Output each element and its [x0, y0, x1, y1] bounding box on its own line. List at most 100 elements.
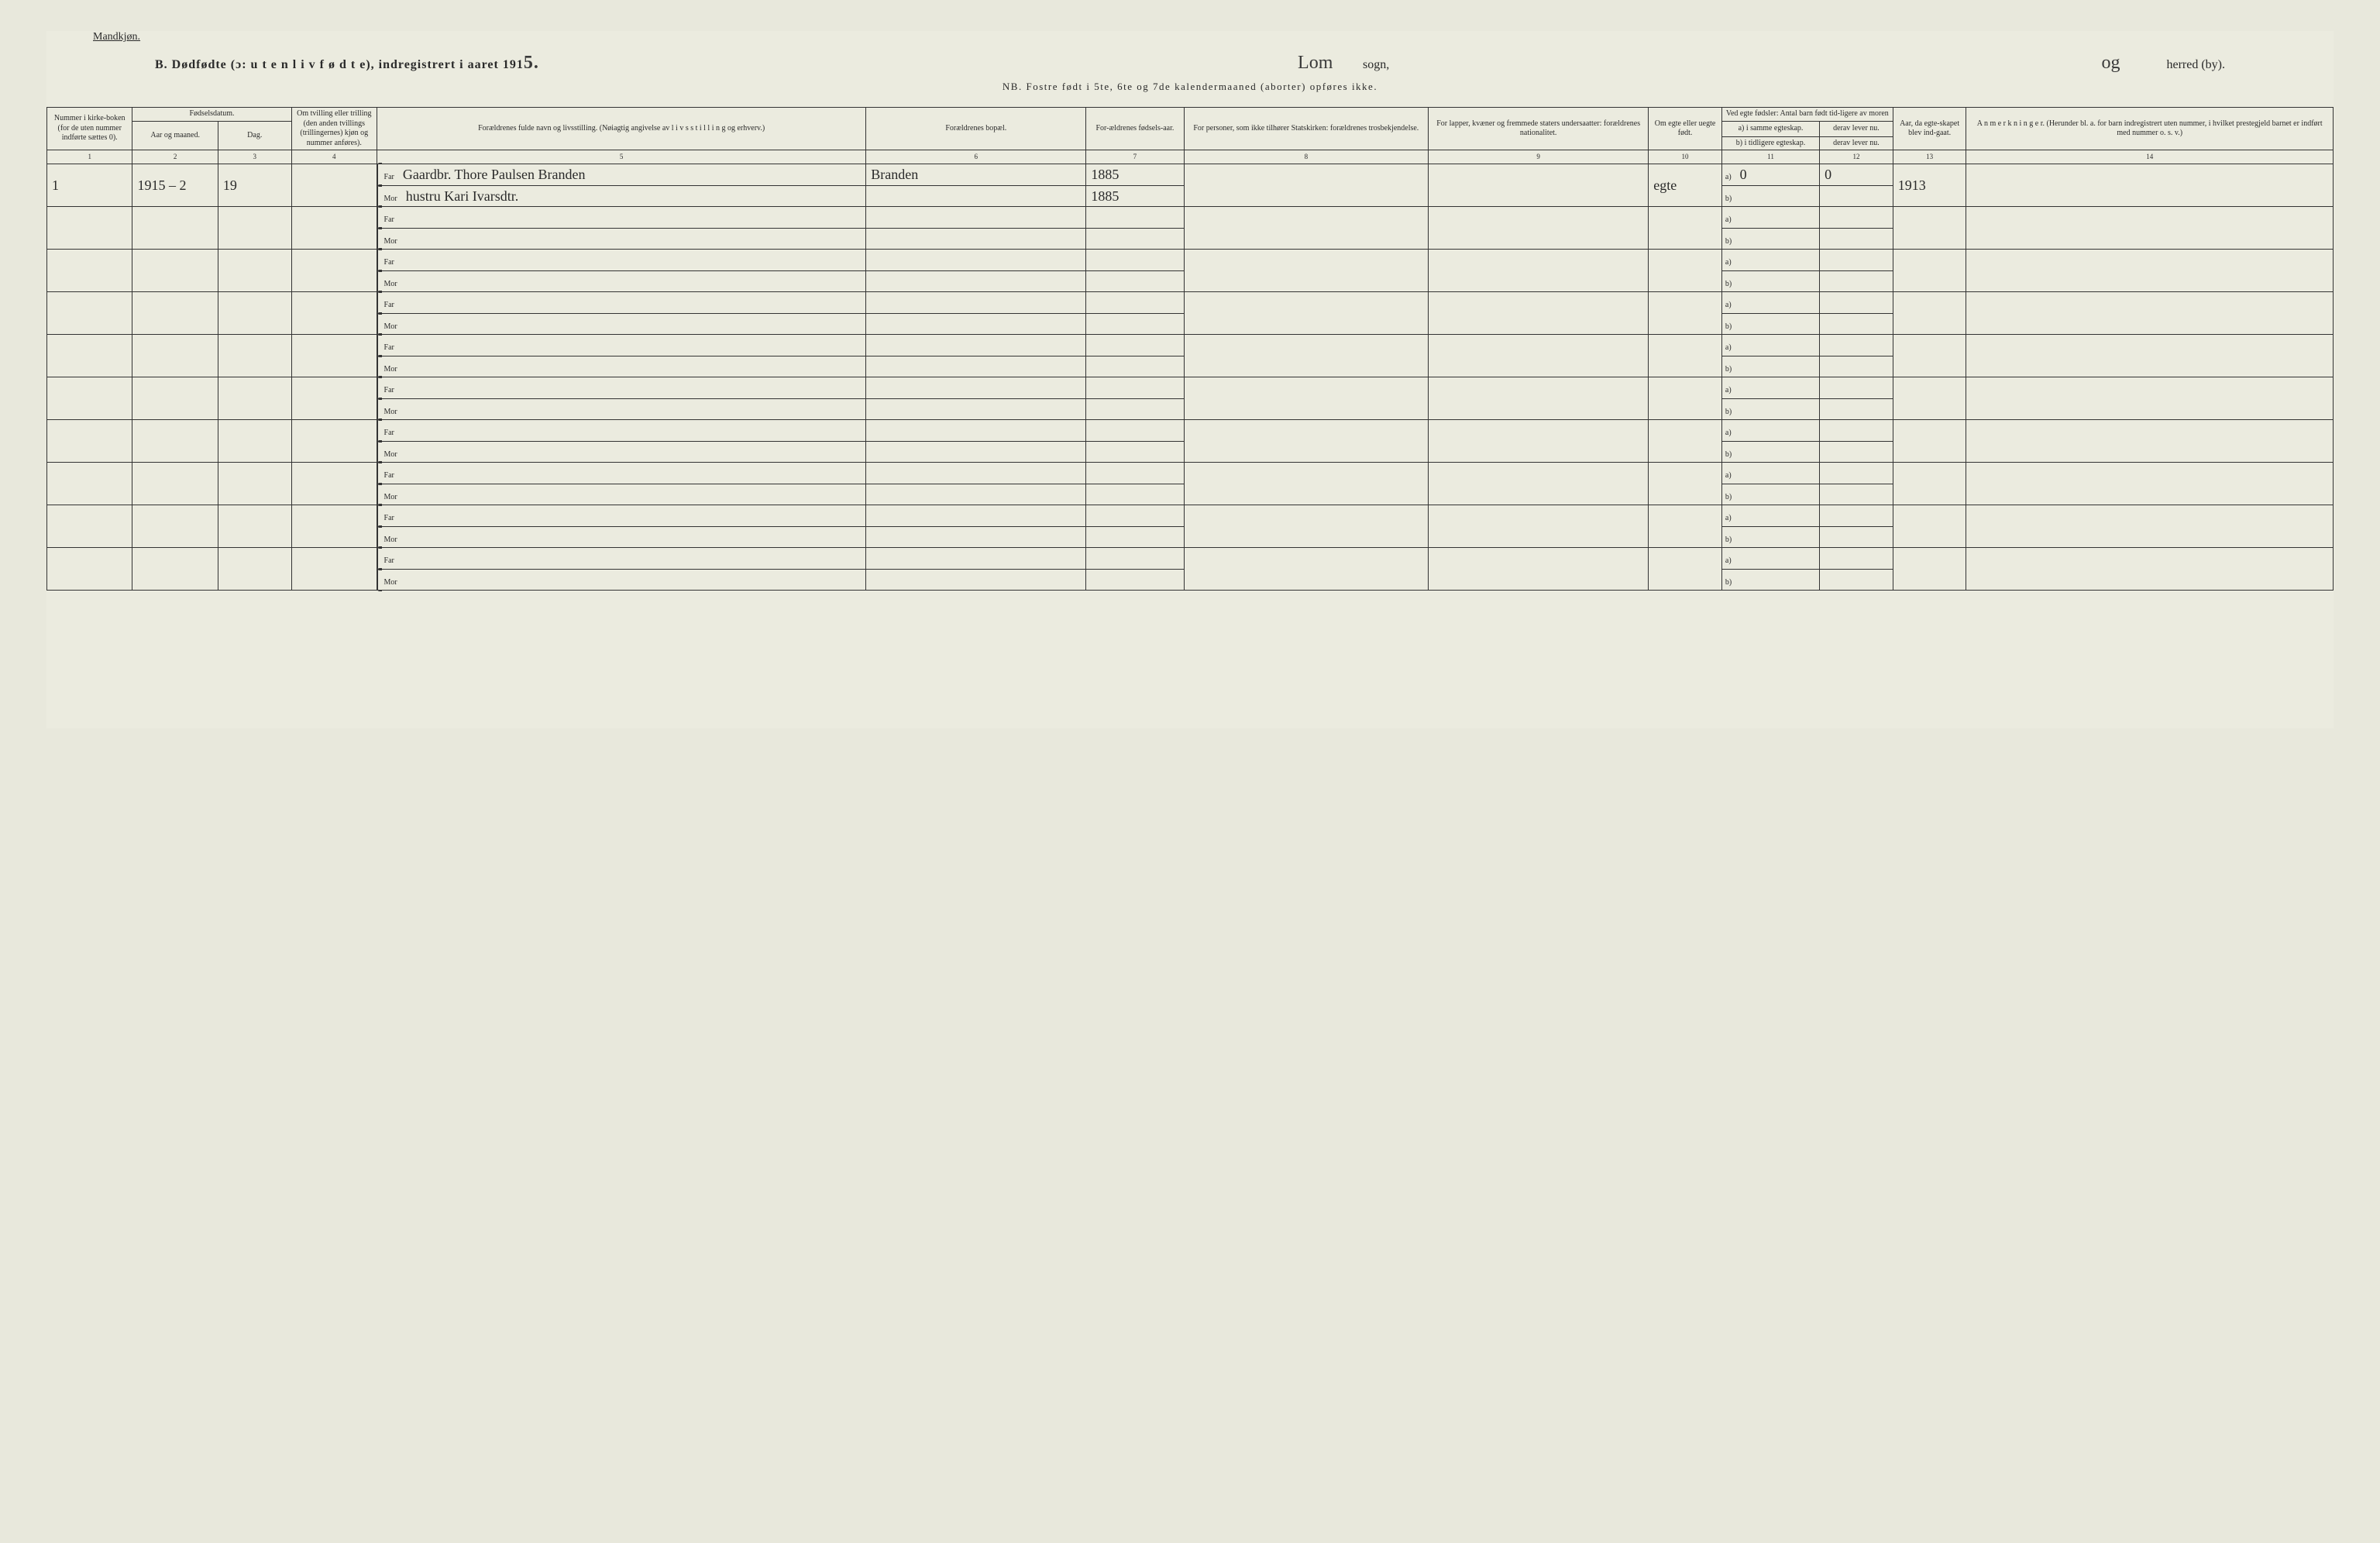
cell-mor-aar — [1086, 313, 1184, 335]
cell-mor-bopel — [866, 441, 1086, 463]
cell-tvilling — [291, 377, 377, 420]
cell-mor-aar — [1086, 398, 1184, 420]
cell-c8 — [1184, 207, 1429, 250]
cell-far-aar — [1086, 420, 1184, 442]
register-table: Nummer i kirke-boken (for de uten nummer… — [46, 107, 2334, 591]
cell-far-aar — [1086, 505, 1184, 527]
cell-anm — [1966, 292, 2334, 335]
cell-tvilling — [291, 292, 377, 335]
cell-tvilling — [291, 548, 377, 591]
cell-b-tidl: b) — [1721, 569, 1819, 591]
cell-c8 — [1184, 250, 1429, 292]
cell-num — [47, 335, 132, 377]
cell-far-aar — [1086, 207, 1184, 229]
cell-dag — [218, 250, 291, 292]
cell-anm — [1966, 420, 2334, 463]
cell-egte — [1649, 335, 1722, 377]
cell-dag — [218, 377, 291, 420]
cell-egte — [1649, 505, 1722, 548]
cell-mor-navn: Mor — [377, 441, 866, 463]
cell-aar-egteskap — [1893, 420, 1966, 463]
cell-num: 1 — [47, 164, 132, 207]
cell-a-lever — [1820, 377, 1893, 399]
cell-far-aar — [1086, 548, 1184, 570]
cell-egte — [1649, 377, 1722, 420]
cell-far-bopel — [866, 335, 1086, 356]
cell-aar-egteskap — [1893, 548, 1966, 591]
cell-aar-mnd — [132, 207, 218, 250]
cell-far-navn: Far — [377, 207, 866, 229]
cell-mor-navn: Mor — [377, 526, 866, 548]
cell-aar-mnd — [132, 335, 218, 377]
cell-mor-aar — [1086, 228, 1184, 250]
cell-a-lever — [1820, 250, 1893, 271]
cell-mor-aar — [1086, 526, 1184, 548]
cell-num — [47, 292, 132, 335]
cell-a-same: a) — [1721, 548, 1819, 570]
cell-far-navn: Far — [377, 505, 866, 527]
cell-aar-egteskap — [1893, 207, 1966, 250]
table-head: Nummer i kirke-boken (for de uten nummer… — [47, 108, 2334, 164]
cell-mor-bopel — [866, 313, 1086, 335]
cell-b-lever — [1820, 441, 1893, 463]
cell-far-aar — [1086, 377, 1184, 399]
cell-far-bopel — [866, 292, 1086, 314]
nb-line: NB. Fostre født i 5te, 6te og 7de kalend… — [46, 81, 2334, 93]
cell-b-tidl: b) — [1721, 228, 1819, 250]
cell-anm — [1966, 463, 2334, 505]
title-left: B. Dødfødte (ɔ: u t e n l i v f ø d t e)… — [155, 53, 586, 74]
cell-b-tidl: b) — [1721, 313, 1819, 335]
cell-aar-mnd — [132, 463, 218, 505]
cell-far-navn: Far — [377, 250, 866, 271]
cell-dag — [218, 207, 291, 250]
cell-aar-egteskap — [1893, 335, 1966, 377]
cell-aar-egteskap — [1893, 292, 1966, 335]
cell-dag — [218, 505, 291, 548]
table-row: Far a) — [47, 548, 2334, 570]
cell-mor-aar: 1885 — [1086, 185, 1184, 207]
cell-mor-aar — [1086, 441, 1184, 463]
cell-b-tidl: b) — [1721, 526, 1819, 548]
table-row: Far a) — [47, 207, 2334, 229]
cell-b-tidl: b) — [1721, 441, 1819, 463]
cell-egte: egte — [1649, 164, 1722, 207]
cell-anm — [1966, 548, 2334, 591]
cell-a-same: a) — [1721, 505, 1819, 527]
cell-aar-egteskap — [1893, 377, 1966, 420]
col-11b: b) i tidligere egteskap. — [1721, 136, 1819, 150]
cell-far-aar — [1086, 250, 1184, 271]
cell-mor-bopel — [866, 356, 1086, 377]
cell-c9 — [1429, 548, 1649, 591]
cell-mor-navn: Mor — [377, 484, 866, 505]
cell-a-same: a) — [1721, 292, 1819, 314]
cell-aar-mnd — [132, 377, 218, 420]
cell-num — [47, 250, 132, 292]
table-row: 11915 – 219 Far Gaardbr. Thore Paulsen B… — [47, 164, 2334, 186]
cell-far-aar — [1086, 292, 1184, 314]
cell-far-navn: Far — [377, 420, 866, 442]
cell-c8 — [1184, 548, 1429, 591]
cell-c9 — [1429, 420, 1649, 463]
herred-handwritten: og — [2101, 53, 2163, 74]
cell-far-bopel — [866, 463, 1086, 484]
cell-b-lever — [1820, 526, 1893, 548]
cell-aar-mnd — [132, 420, 218, 463]
cell-aar-mnd: 1915 – 2 — [132, 164, 218, 207]
cell-anm — [1966, 164, 2334, 207]
cell-tvilling — [291, 164, 377, 207]
col-3: Dag. — [218, 121, 291, 150]
cell-b-tidl: b) — [1721, 398, 1819, 420]
cell-aar-mnd — [132, 292, 218, 335]
cell-c8 — [1184, 335, 1429, 377]
col-1: Nummer i kirke-boken (for de uten nummer… — [47, 108, 132, 150]
table-body: 11915 – 219 Far Gaardbr. Thore Paulsen B… — [47, 164, 2334, 591]
cell-far-navn: Far — [377, 377, 866, 399]
register-page: Mandkjøn. B. Dødfødte (ɔ: u t e n l i v … — [46, 31, 2334, 728]
cell-b-lever — [1820, 270, 1893, 292]
col-12a: derav lever nu. — [1820, 121, 1893, 136]
cell-num — [47, 377, 132, 420]
cell-dag — [218, 335, 291, 377]
cell-far-navn: Far — [377, 335, 866, 356]
cell-c8 — [1184, 420, 1429, 463]
cell-mor-navn: Mor hustru Kari Ivarsdtr. — [377, 185, 866, 207]
